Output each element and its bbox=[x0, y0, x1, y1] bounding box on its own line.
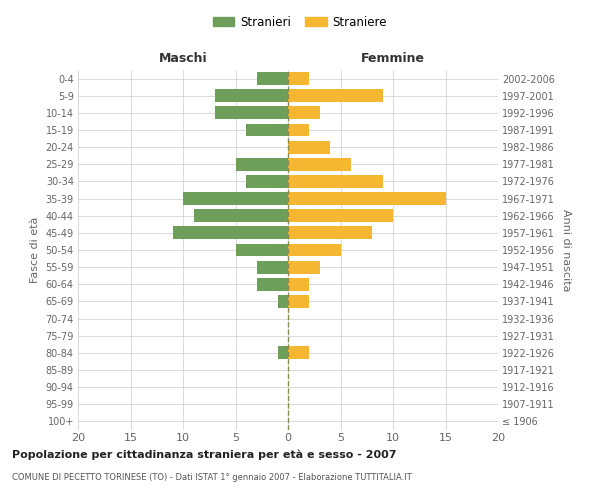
Bar bbox=[288, 210, 393, 222]
Bar bbox=[288, 90, 383, 102]
Bar bbox=[288, 244, 341, 256]
Bar bbox=[288, 158, 351, 170]
Bar bbox=[288, 140, 330, 153]
Legend: Stranieri, Straniere: Stranieri, Straniere bbox=[208, 11, 392, 34]
Bar bbox=[215, 106, 288, 120]
Bar bbox=[288, 278, 309, 290]
Bar bbox=[288, 72, 309, 85]
Bar bbox=[288, 226, 372, 239]
Bar bbox=[288, 106, 320, 120]
Bar bbox=[183, 192, 288, 205]
Bar bbox=[288, 175, 383, 188]
Bar bbox=[215, 90, 288, 102]
Bar bbox=[257, 260, 288, 274]
Bar bbox=[257, 72, 288, 85]
Y-axis label: Anni di nascita: Anni di nascita bbox=[560, 209, 571, 291]
Bar bbox=[246, 124, 288, 136]
Bar bbox=[173, 226, 288, 239]
Bar bbox=[277, 295, 288, 308]
Text: Popolazione per cittadinanza straniera per età e sesso - 2007: Popolazione per cittadinanza straniera p… bbox=[12, 450, 397, 460]
Text: Femmine: Femmine bbox=[361, 52, 425, 65]
Bar bbox=[288, 192, 445, 205]
Bar bbox=[235, 158, 288, 170]
Bar bbox=[277, 346, 288, 360]
Bar bbox=[246, 175, 288, 188]
Text: COMUNE DI PECETTO TORINESE (TO) - Dati ISTAT 1° gennaio 2007 - Elaborazione TUTT: COMUNE DI PECETTO TORINESE (TO) - Dati I… bbox=[12, 472, 412, 482]
Bar bbox=[193, 210, 288, 222]
Bar bbox=[288, 346, 309, 360]
Bar bbox=[288, 295, 309, 308]
Bar bbox=[288, 124, 309, 136]
Bar bbox=[288, 260, 320, 274]
Bar bbox=[257, 278, 288, 290]
Y-axis label: Fasce di età: Fasce di età bbox=[30, 217, 40, 283]
Text: Maschi: Maschi bbox=[158, 52, 208, 65]
Bar bbox=[235, 244, 288, 256]
